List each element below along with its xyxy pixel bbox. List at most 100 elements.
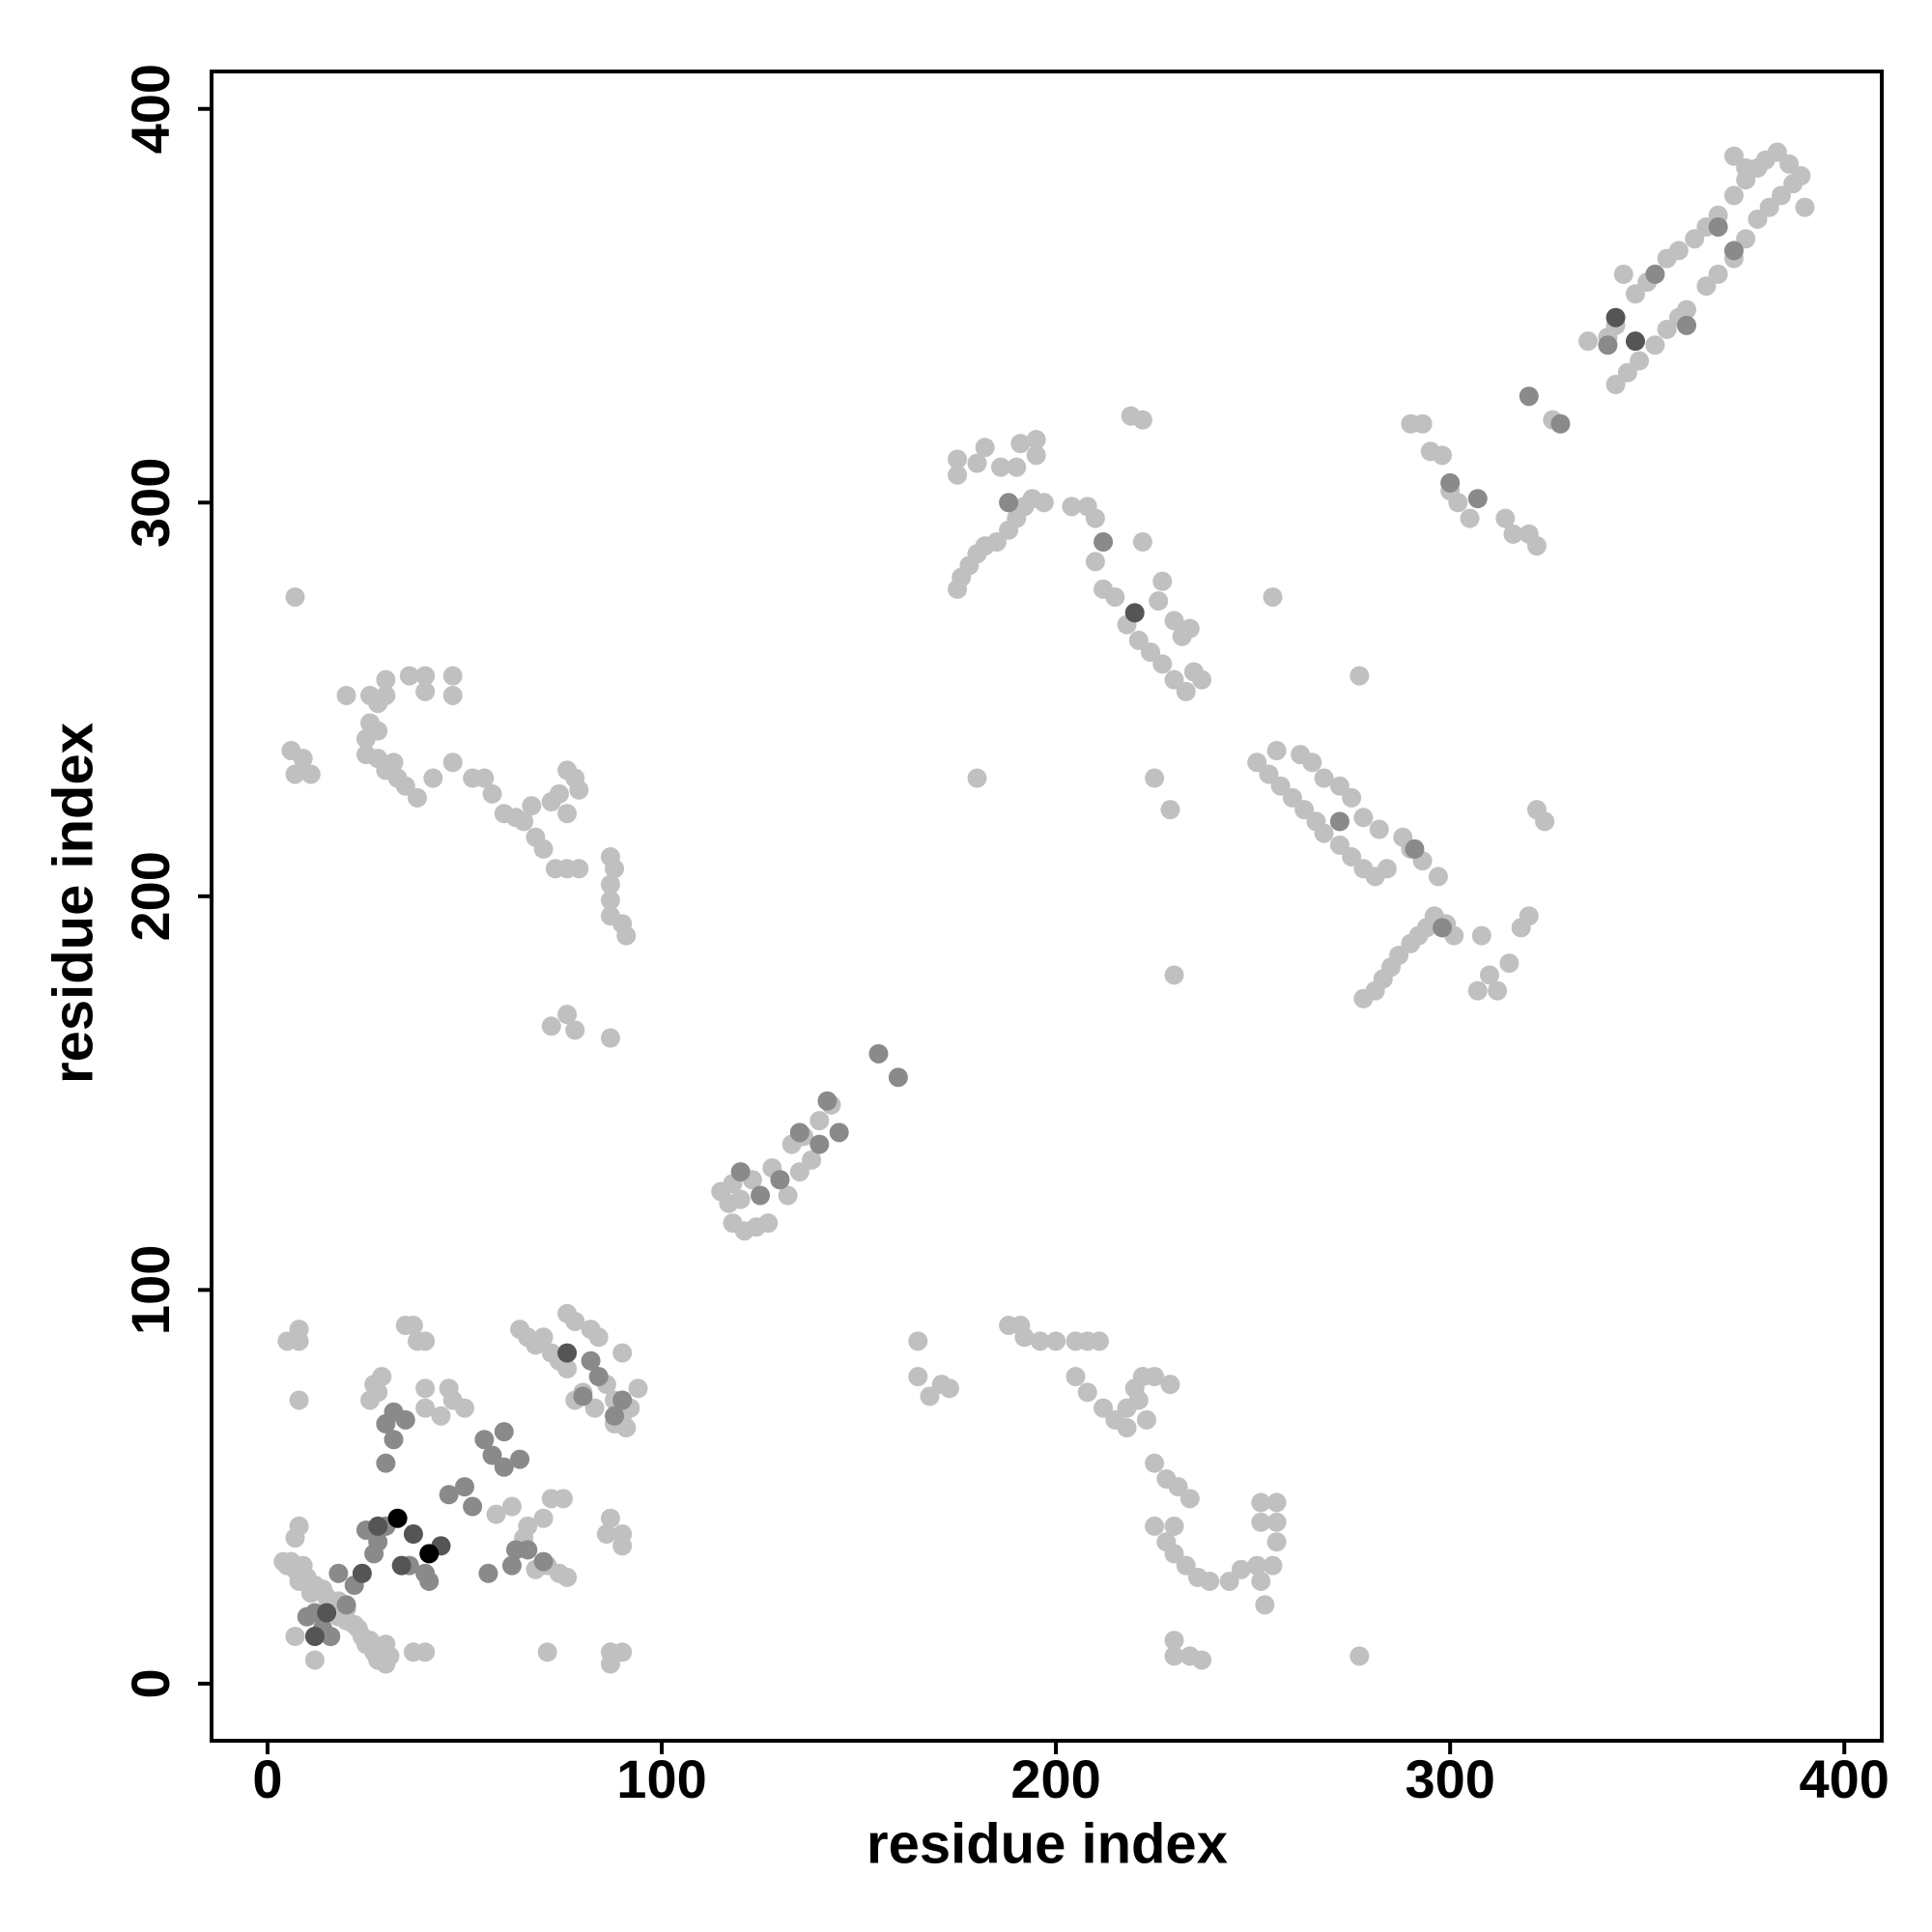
point xyxy=(514,811,534,832)
point xyxy=(1007,457,1027,477)
point xyxy=(289,1390,309,1410)
point xyxy=(557,1343,578,1363)
point xyxy=(1657,319,1677,339)
point xyxy=(474,768,495,788)
point xyxy=(1247,753,1267,773)
point xyxy=(1598,335,1618,355)
point xyxy=(1046,1331,1066,1351)
point xyxy=(612,1343,633,1363)
point xyxy=(317,1603,337,1623)
x-axis-title: residue index xyxy=(867,1812,1228,1875)
point xyxy=(1779,154,1800,174)
point xyxy=(1613,264,1634,284)
point xyxy=(1145,1516,1165,1536)
point xyxy=(1065,1367,1086,1387)
point xyxy=(1677,315,1697,335)
point xyxy=(384,753,404,773)
point xyxy=(1645,335,1665,355)
point xyxy=(494,1457,514,1477)
point xyxy=(1433,918,1452,938)
point xyxy=(967,768,987,788)
point xyxy=(920,1386,940,1406)
point xyxy=(789,1122,810,1143)
point xyxy=(557,760,578,781)
point xyxy=(537,1642,557,1662)
point xyxy=(533,1327,554,1348)
point xyxy=(1696,276,1717,297)
point xyxy=(1412,413,1433,434)
point xyxy=(600,1654,620,1674)
x-tick-label: 0 xyxy=(252,1748,282,1809)
point xyxy=(1263,1555,1283,1576)
point xyxy=(999,493,1019,513)
point xyxy=(1767,142,1787,162)
point xyxy=(1145,1367,1165,1387)
point xyxy=(533,838,554,859)
point xyxy=(336,1595,356,1615)
point xyxy=(395,776,415,796)
point xyxy=(1448,493,1468,513)
point xyxy=(1160,800,1180,820)
point xyxy=(1266,1532,1287,1552)
point xyxy=(990,457,1010,477)
point xyxy=(1329,776,1350,796)
point xyxy=(1149,591,1169,611)
point xyxy=(1255,1595,1275,1615)
point xyxy=(1467,489,1488,509)
point xyxy=(486,1504,506,1524)
point xyxy=(1519,386,1539,407)
point xyxy=(1145,768,1165,788)
point xyxy=(588,1367,609,1387)
point xyxy=(1369,819,1389,839)
point xyxy=(758,1213,779,1234)
point xyxy=(1353,808,1374,828)
point xyxy=(1089,1331,1109,1351)
point xyxy=(1282,787,1302,808)
point xyxy=(1577,331,1598,352)
point xyxy=(612,1642,633,1662)
point xyxy=(605,1406,625,1426)
point xyxy=(1405,838,1425,859)
point xyxy=(423,768,443,788)
point xyxy=(1266,741,1287,761)
point xyxy=(1026,430,1046,450)
point xyxy=(1771,185,1791,206)
y-axis-title: residue index xyxy=(42,723,104,1084)
point xyxy=(1342,847,1362,867)
point xyxy=(1668,241,1689,261)
point xyxy=(1179,1489,1200,1509)
x-tick-label: 200 xyxy=(1010,1748,1100,1809)
point xyxy=(399,666,419,686)
point xyxy=(948,465,968,485)
point xyxy=(1231,1559,1251,1579)
point xyxy=(1034,493,1054,513)
point xyxy=(948,449,968,469)
point xyxy=(482,783,502,804)
point xyxy=(501,1555,522,1576)
point xyxy=(573,1386,593,1406)
point xyxy=(1460,508,1480,528)
point xyxy=(1164,611,1184,631)
plot-frame xyxy=(210,70,1884,1743)
point xyxy=(1192,1650,1212,1670)
point xyxy=(888,1067,908,1088)
point xyxy=(419,1571,440,1591)
point xyxy=(439,1485,459,1505)
point xyxy=(304,1627,325,1646)
point xyxy=(285,1528,305,1548)
point xyxy=(1247,1555,1267,1576)
point xyxy=(336,685,356,705)
point xyxy=(1179,618,1200,639)
point xyxy=(304,1650,325,1670)
point xyxy=(289,1331,309,1351)
point xyxy=(778,1185,798,1206)
point xyxy=(1617,362,1637,383)
point xyxy=(1010,434,1031,454)
point xyxy=(549,783,569,804)
point xyxy=(395,1409,415,1430)
point xyxy=(829,1122,849,1143)
point xyxy=(616,925,637,946)
point xyxy=(1708,216,1728,237)
point xyxy=(1164,669,1184,690)
point xyxy=(1519,906,1539,926)
